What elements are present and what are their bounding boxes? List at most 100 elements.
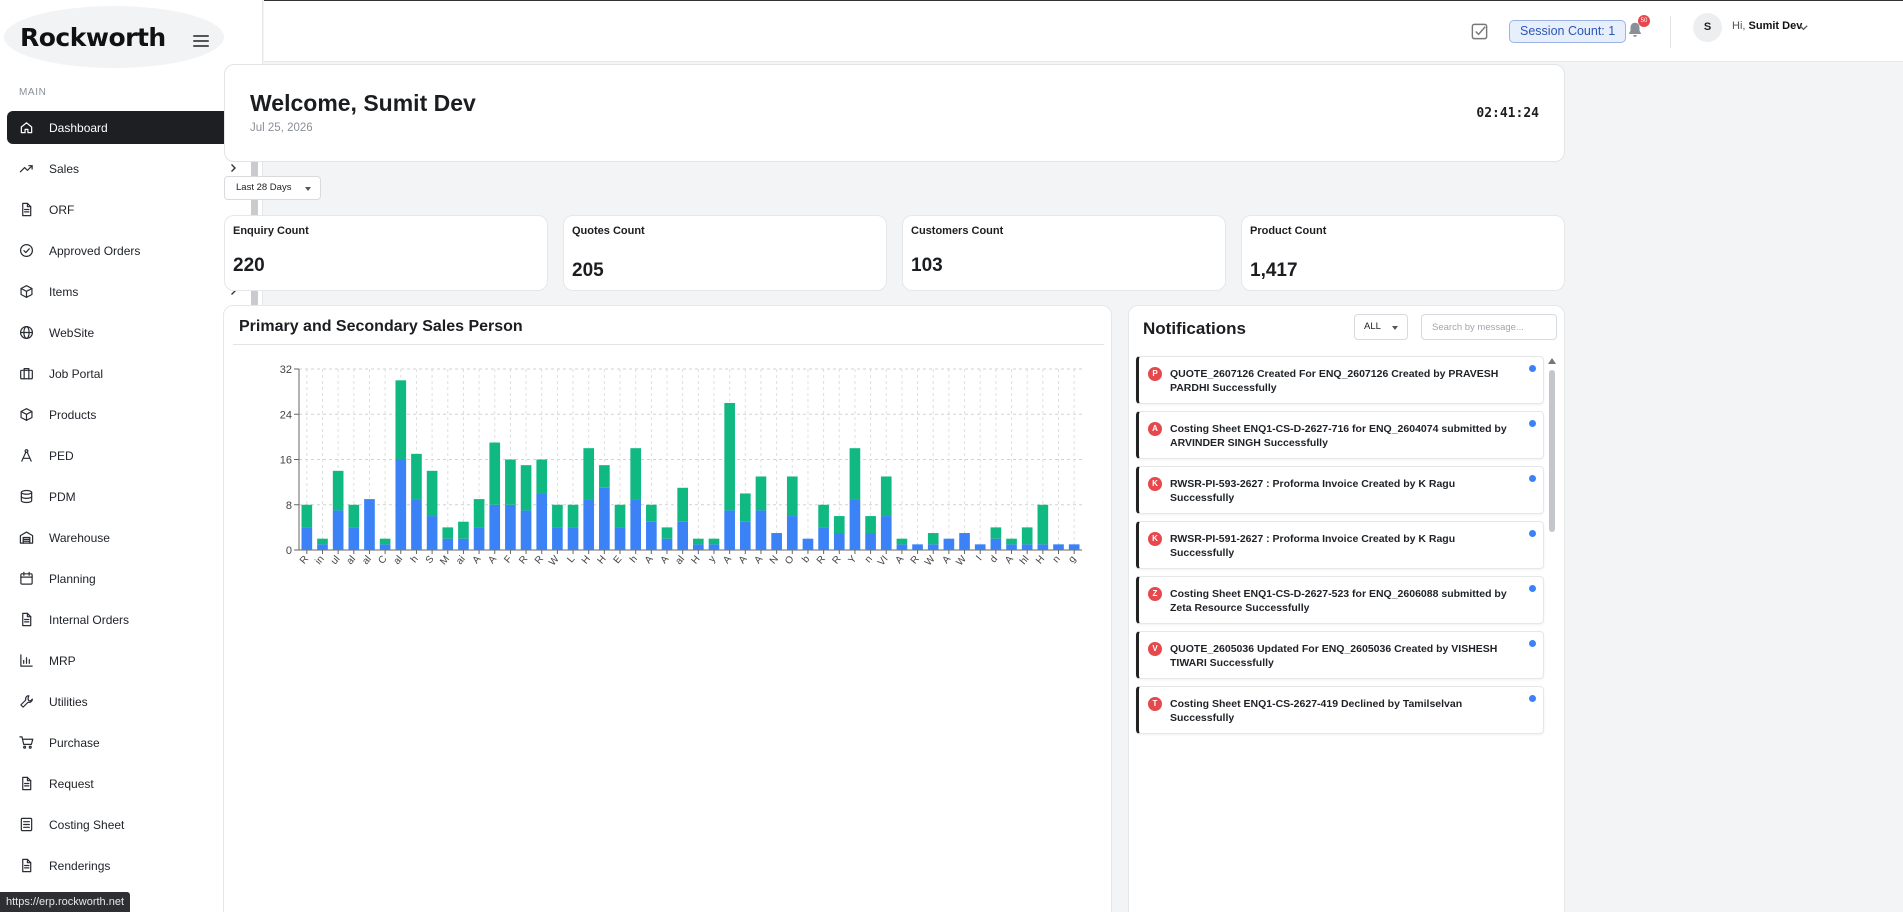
- sidebar-item-job-portal[interactable]: Job Portal: [7, 357, 254, 390]
- bar-secondary: [786, 476, 798, 517]
- stat-card-customers[interactable]: Customers Count 103: [902, 215, 1226, 291]
- sidebar-item-products[interactable]: Products: [7, 398, 254, 431]
- sidebar-item-utilities[interactable]: Utilities: [7, 685, 254, 718]
- bar-primary: [865, 533, 876, 550]
- checklist-icon[interactable]: [1470, 22, 1489, 41]
- greeting-prefix: Hi,: [1732, 20, 1746, 32]
- sidebar-item-purchase[interactable]: Purchase: [7, 726, 254, 759]
- box-icon: [18, 284, 34, 300]
- notification-search-input[interactable]: [1421, 314, 1557, 340]
- x-tick-label: n: [863, 554, 875, 565]
- notification-scrollbar[interactable]: [1549, 370, 1555, 532]
- bar-primary: [739, 521, 751, 550]
- sidebar-item-label: Items: [49, 284, 79, 299]
- bar-secondary: [442, 527, 454, 539]
- notification-item[interactable]: P QUOTE_2607126 Created For ENQ_2607126 C…: [1136, 356, 1544, 404]
- x-tick-label: R: [517, 554, 530, 567]
- sidebar-item-pdm[interactable]: PDM: [7, 480, 254, 513]
- x-tick-label: H: [690, 554, 703, 567]
- session-count-badge: Session Count: 1: [1509, 20, 1627, 43]
- bar-secondary: [567, 504, 579, 528]
- bar-secondary: [724, 402, 735, 511]
- notification-avatar: P: [1148, 367, 1162, 381]
- bar-secondary: [739, 493, 751, 522]
- bar-secondary: [646, 504, 657, 522]
- hamburger-menu-icon[interactable]: [193, 35, 209, 47]
- notification-item[interactable]: A Costing Sheet ENQ1-CS-D-2627-716 for EN…: [1136, 411, 1544, 459]
- bar-primary: [489, 504, 501, 550]
- stat-label: Product Count: [1250, 225, 1327, 237]
- sidebar-item-warehouse[interactable]: Warehouse: [7, 521, 254, 554]
- x-tick-label: R: [298, 554, 311, 567]
- caret-down-icon: [1392, 326, 1398, 330]
- x-tick-label: A: [753, 554, 766, 566]
- stat-label: Customers Count: [911, 225, 1004, 237]
- x-tick-label: M: [438, 554, 452, 567]
- sidebar-item-label: Products: [49, 407, 97, 422]
- stat-value: 205: [572, 260, 604, 281]
- document-icon: [18, 202, 34, 218]
- notification-item[interactable]: T Costing Sheet ENQ1-CS-2627-419 Declined…: [1136, 686, 1544, 734]
- bar-primary: [536, 493, 548, 550]
- scroll-up-arrow-icon[interactable]: [1548, 358, 1556, 364]
- chevron-down-icon[interactable]: [1798, 22, 1809, 33]
- stat-card-products[interactable]: Product Count 1,417: [1241, 215, 1565, 291]
- sidebar-item-planning[interactable]: Planning: [7, 562, 254, 595]
- cart-icon: [18, 735, 34, 751]
- sidebar-item-orf[interactable]: ORF: [7, 193, 254, 226]
- notification-item[interactable]: K RWSR-PI-591-2627 : Proforma Invoice Cre…: [1136, 521, 1544, 569]
- stat-card-enquiry[interactable]: Enquiry Count 220: [224, 215, 548, 291]
- bar-primary: [332, 510, 344, 550]
- notification-bell-icon[interactable]: [1626, 21, 1644, 39]
- notification-avatar: A: [1148, 422, 1162, 436]
- notification-item[interactable]: K RWSR-PI-593-2627 : Proforma Invoice Cre…: [1136, 466, 1544, 514]
- bar-primary: [583, 499, 595, 550]
- bar-primary: [661, 538, 673, 550]
- sidebar-item-request[interactable]: Request: [7, 767, 254, 800]
- sidebar-item-mrp[interactable]: MRP: [7, 644, 254, 677]
- logo-row: Rockworth: [0, 0, 262, 74]
- sidebar-item-renderings[interactable]: Renderings: [7, 849, 254, 882]
- x-tick-label: I: [974, 554, 984, 563]
- notification-count-badge: 50: [1638, 15, 1650, 27]
- sidebar-item-dashboard[interactable]: Dashboard: [7, 111, 254, 144]
- unread-dot-icon: [1529, 640, 1536, 647]
- compass-icon: [18, 448, 34, 464]
- bar-secondary: [505, 459, 516, 505]
- bar-secondary: [708, 538, 720, 545]
- notification-item[interactable]: V QUOTE_2605036 Updated For ENQ_2605036 C…: [1136, 631, 1544, 679]
- sidebar-item-sales[interactable]: Sales: [7, 152, 254, 185]
- bar-secondary: [614, 504, 626, 528]
- sidebar-item-approved-orders[interactable]: Approved Orders: [7, 234, 254, 267]
- sidebar-item-ped[interactable]: PED: [7, 439, 254, 472]
- sidebar-item-costing-sheet[interactable]: Costing Sheet: [7, 808, 254, 841]
- x-tick-label: A: [1003, 554, 1016, 566]
- box-icon: [18, 407, 34, 423]
- x-tick-label: n: [1051, 554, 1063, 565]
- sidebar-item-items[interactable]: Items: [7, 275, 254, 308]
- sidebar-section-label: MAIN: [19, 87, 47, 98]
- stat-value: 103: [911, 255, 943, 276]
- x-tick-label: W: [547, 553, 562, 568]
- app-logo[interactable]: Rockworth: [20, 22, 166, 52]
- sidebar-item-website[interactable]: WebSite: [7, 316, 254, 349]
- notification-message: QUOTE_2605036 Updated For ENQ_2605036 Cr…: [1170, 643, 1498, 669]
- welcome-date: Jul 25, 2026: [250, 122, 313, 134]
- bar-secondary: [693, 538, 704, 545]
- notification-item[interactable]: Z Costing Sheet ENQ1-CS-D-2627-523 for EN…: [1136, 576, 1544, 624]
- unread-dot-icon: [1529, 695, 1536, 702]
- notification-filter-select[interactable]: ALL: [1354, 314, 1408, 340]
- sidebar-item-label: ORF: [49, 202, 75, 217]
- user-avatar[interactable]: S: [1693, 13, 1722, 42]
- bar-primary: [1068, 544, 1080, 550]
- x-tick-label: b: [800, 554, 812, 566]
- bar-primary: [473, 527, 485, 550]
- stat-card-quotes[interactable]: Quotes Count 205: [563, 215, 887, 291]
- user-greeting[interactable]: Hi, Sumit Dev: [1732, 20, 1802, 32]
- sidebar-item-internal-orders[interactable]: Internal Orders: [7, 603, 254, 636]
- x-tick-label: R: [533, 554, 546, 567]
- bar-primary: [849, 499, 861, 550]
- x-tick-label: W: [954, 553, 969, 568]
- date-range-select[interactable]: Last 28 Days: [224, 176, 321, 200]
